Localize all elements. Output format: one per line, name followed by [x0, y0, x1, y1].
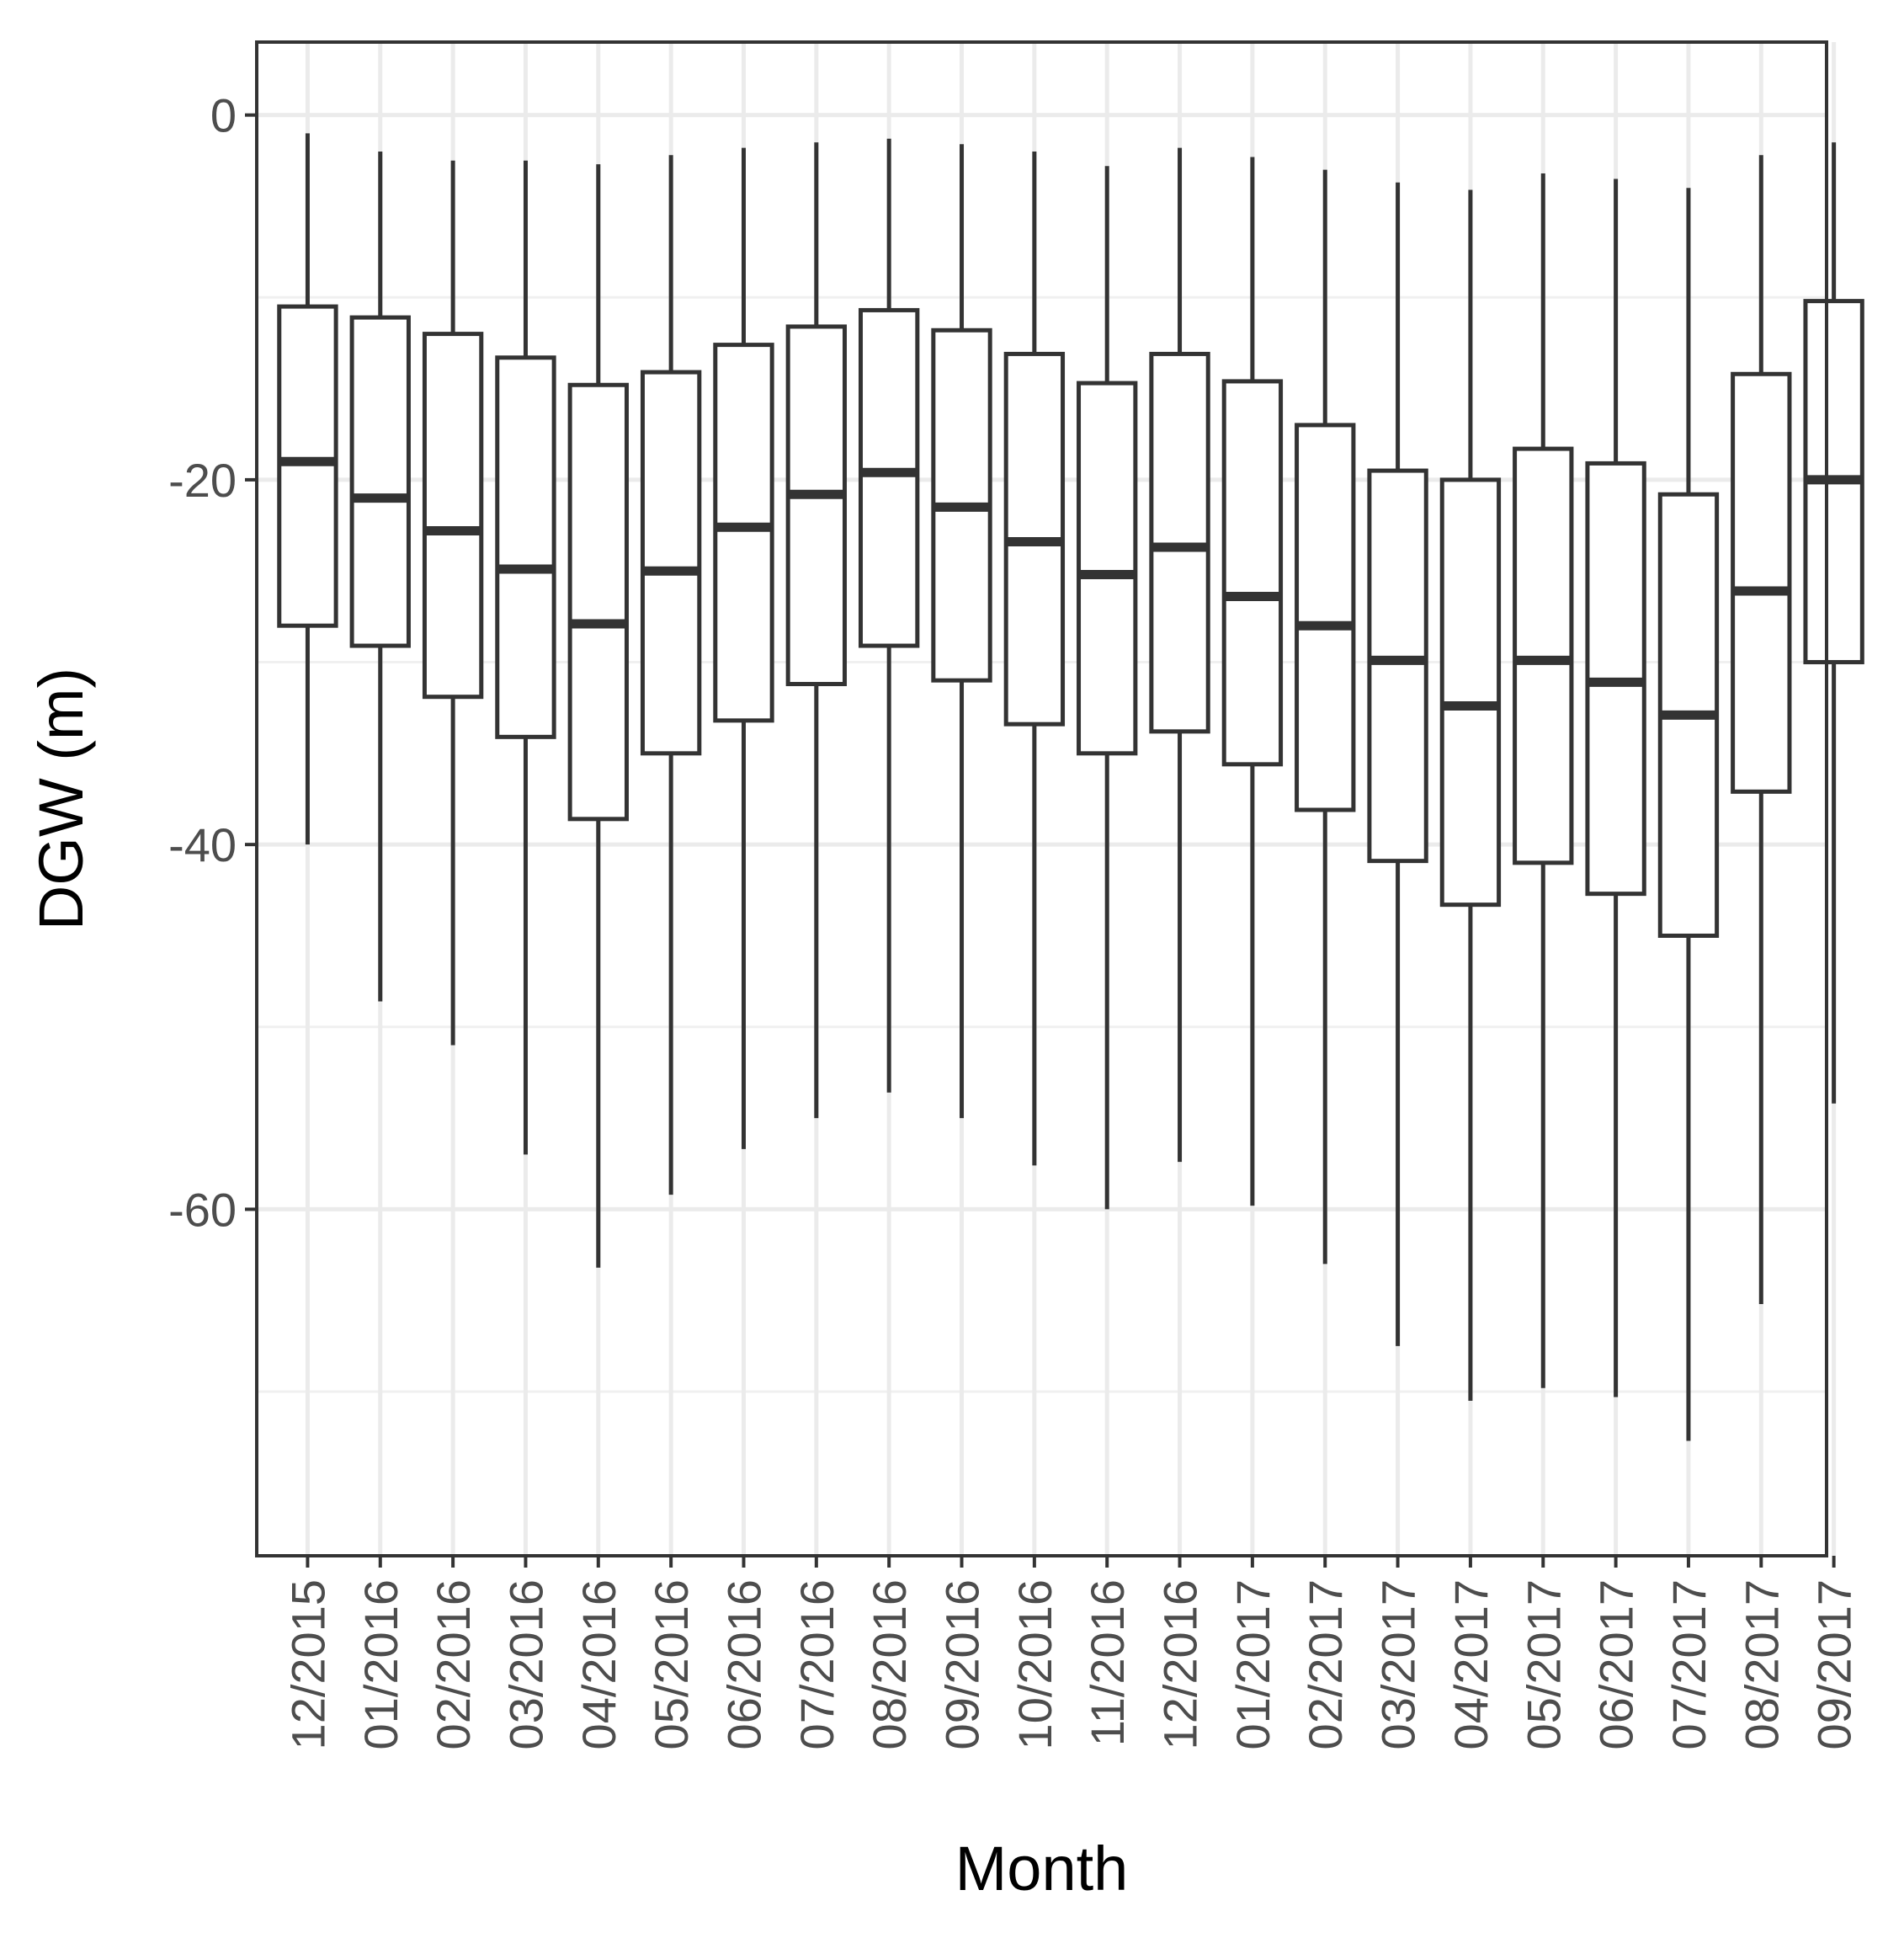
box-10/2016 [1003, 151, 1066, 1166]
x-tick-label: 06/2016 [717, 1579, 770, 1749]
box-iqr [567, 382, 629, 822]
box-iqr [1731, 371, 1792, 794]
x-tick-label: 07/2016 [790, 1579, 843, 1749]
x-tick-label: 05/2016 [645, 1579, 698, 1749]
x-axis-title: Month [955, 1834, 1129, 1903]
box-01/2016 [349, 151, 411, 1002]
x-tick-label: 08/2016 [863, 1579, 916, 1749]
box-05/2016 [640, 155, 702, 1195]
box-11/2016 [1077, 166, 1138, 1210]
box-iqr [1295, 423, 1356, 812]
x-tick-label: 11/2016 [1081, 1579, 1134, 1746]
y-tick-label: -20 [168, 454, 237, 507]
x-tick-label: 01/2016 [354, 1579, 407, 1749]
x-tick-label: 12/2015 [281, 1579, 334, 1749]
box-04/2016 [567, 164, 629, 1268]
box-02/2017 [1295, 169, 1356, 1264]
box-iqr [1367, 468, 1428, 864]
x-tick-label: 03/2017 [1372, 1579, 1425, 1749]
box-iqr [785, 324, 848, 687]
x-tick-label: 01/2017 [1226, 1579, 1279, 1749]
box-series [277, 133, 1864, 1441]
x-tick-label: 10/2016 [1008, 1579, 1061, 1749]
box-iqr [422, 332, 484, 700]
x-tick-label: 02/2016 [427, 1579, 480, 1749]
box-06/2016 [713, 147, 774, 1149]
box-03/2017 [1367, 182, 1428, 1346]
y-tick-label: -40 [168, 818, 237, 871]
box-iqr [1221, 379, 1284, 767]
box-01/2017 [1221, 157, 1284, 1206]
x-tick-label: 08/2017 [1735, 1579, 1788, 1749]
x-tick-label: 06/2017 [1590, 1579, 1643, 1749]
x-tick-label: 04/2016 [572, 1579, 625, 1749]
x-tick-label: 03/2016 [499, 1579, 552, 1749]
box-iqr [640, 370, 702, 756]
x-tick-label: 02/2017 [1299, 1579, 1352, 1749]
box-iqr [495, 355, 556, 739]
box-09/2017 [1803, 142, 1864, 1104]
box-09/2016 [931, 144, 992, 1119]
x-tick-label: 04/2017 [1444, 1579, 1497, 1749]
box-04/2017 [1439, 189, 1502, 1401]
box-06/2017 [1585, 178, 1646, 1398]
y-axis: 0 -20 -40 -60 [168, 89, 257, 1236]
box-12/2016 [1149, 147, 1210, 1163]
box-05/2017 [1513, 173, 1574, 1388]
y-axis-title: DGW (m) [26, 668, 96, 930]
box-iqr [1077, 381, 1138, 756]
box-07/2016 [785, 142, 848, 1119]
box-08/2016 [859, 138, 920, 1093]
box-iqr [859, 307, 920, 648]
box-iqr [349, 315, 411, 648]
box-12/2015 [277, 133, 338, 845]
box-08/2017 [1731, 155, 1792, 1305]
x-axis: 12/2015 01/2016 02/2016 03/2016 04/2016 05/20… [281, 1556, 1861, 1749]
y-tick-label: 0 [210, 89, 237, 142]
box-02/2016 [422, 160, 484, 1046]
x-tick-label: 09/2017 [1808, 1579, 1861, 1749]
x-tick-label: 05/2017 [1517, 1579, 1570, 1749]
box-03/2016 [495, 160, 556, 1155]
box-iqr [713, 343, 774, 723]
x-tick-label: 07/2017 [1662, 1579, 1715, 1749]
y-tick-label: -60 [168, 1183, 237, 1236]
box-iqr [1439, 477, 1502, 908]
plot-panel-border [255, 40, 1828, 1557]
x-tick-label: 09/2016 [936, 1579, 989, 1749]
x-tick-label: 12/2016 [1154, 1579, 1207, 1749]
box-07/2017 [1657, 188, 1720, 1441]
